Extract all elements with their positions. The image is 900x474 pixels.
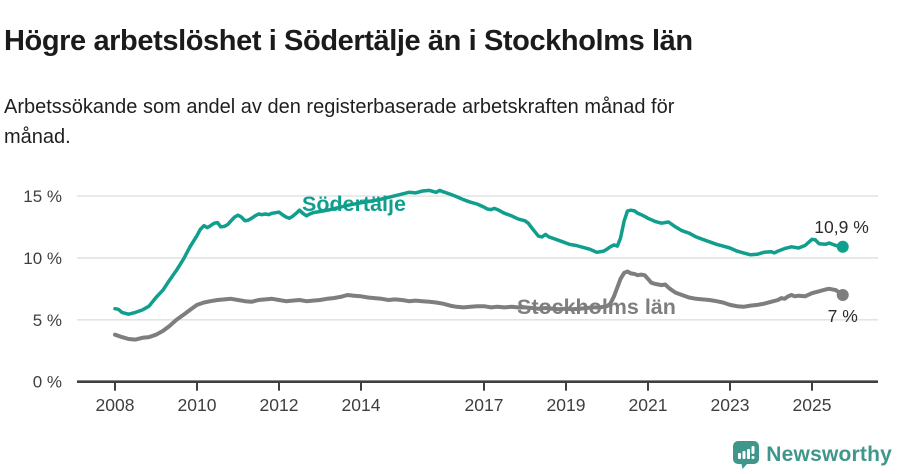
- newsworthy-logo[interactable]: Newsworthy: [733, 441, 892, 469]
- unemployment-line-chart: 0 % 5 % 10 % 15 % 2008 2010 2012 2014 2017 2019 20…: [23, 187, 878, 415]
- page-title: Högre arbetslöshet i Södertälje än i Sto…: [4, 25, 693, 58]
- newsworthy-bubble-chart-icon: [733, 441, 760, 469]
- newsworthy-logo-text: Newsworthy: [766, 443, 892, 466]
- series-end-value-label-stockholms-lan: 7 %: [828, 306, 858, 326]
- y-tick-label-15: 15 %: [23, 187, 62, 206]
- y-tick-label-0: 0 %: [33, 373, 62, 392]
- chart-subtitle: Arbetssökande som andel av den registerb…: [4, 92, 864, 152]
- series-line-sodertalje: [113, 188, 845, 316]
- x-tick-label-2008: 2008: [96, 395, 135, 415]
- x-tick-label-2019: 2019: [547, 395, 586, 415]
- series-name-label-sodertalje: Södertälje: [302, 192, 406, 216]
- series-end-dot-stockholms-lan: [836, 289, 849, 302]
- x-tick-label-2017: 2017: [465, 395, 504, 415]
- x-tick-label-2023: 2023: [711, 395, 750, 415]
- subtitle-line-2: månad.: [4, 126, 71, 148]
- x-tick-label-2012: 2012: [260, 395, 299, 415]
- x-tick-label-2014: 2014: [342, 395, 381, 415]
- series-name-label-stockholms-lan: Stockholms län: [517, 295, 676, 319]
- series-end-dot-sodertalje: [836, 240, 849, 253]
- x-tick-label-2021: 2021: [629, 395, 668, 415]
- y-tick-label-5: 5 %: [33, 311, 62, 330]
- x-tick-label-2010: 2010: [178, 395, 217, 415]
- x-tick-label-2025: 2025: [793, 395, 832, 415]
- series-end-value-label-sodertalje: 10,9 %: [814, 217, 868, 237]
- series-line-stockholms-lan: [113, 269, 845, 342]
- y-tick-label-10: 10 %: [23, 249, 62, 268]
- subtitle-line-1: Arbetssökande som andel av den registerb…: [4, 96, 675, 118]
